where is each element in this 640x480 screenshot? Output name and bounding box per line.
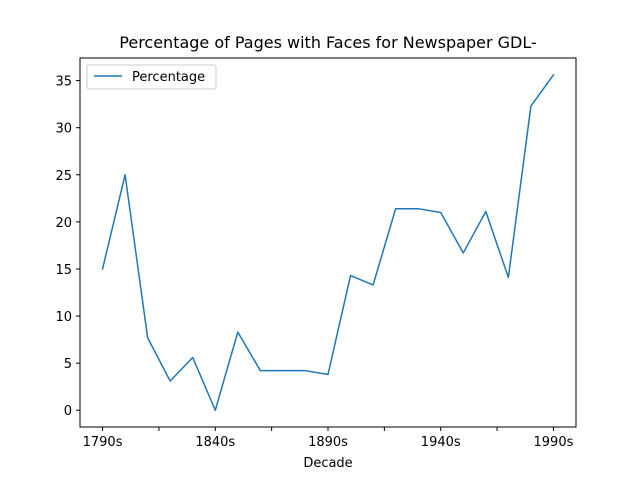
- legend: Percentage: [86, 64, 217, 90]
- x-tick-label: 1940s: [421, 435, 461, 450]
- x-tick-label: 1890s: [308, 435, 348, 450]
- series-line-percentage: [101, 73, 555, 411]
- y-tick-label: 5: [64, 357, 72, 372]
- legend-label-percentage: Percentage: [132, 70, 205, 85]
- x-axis-label: Decade: [303, 456, 352, 471]
- y-tick-label: 0: [64, 404, 72, 419]
- x-tick-label: 1990s: [534, 435, 574, 450]
- y-tick-label: 10: [55, 310, 72, 325]
- x-tick-label: 1790s: [83, 435, 123, 450]
- plot-frame: [79, 57, 577, 428]
- legend-box: [86, 64, 217, 90]
- y-tick-label: 30: [55, 122, 72, 137]
- y-tick-label: 25: [55, 169, 72, 184]
- x-tick-label: 1840s: [195, 435, 235, 450]
- y-tick-label: 35: [55, 75, 72, 90]
- y-tick-label: 20: [55, 216, 72, 231]
- chart-title: Percentage of Pages with Faces for Newsp…: [119, 33, 536, 52]
- y-tick-label: 15: [55, 263, 72, 278]
